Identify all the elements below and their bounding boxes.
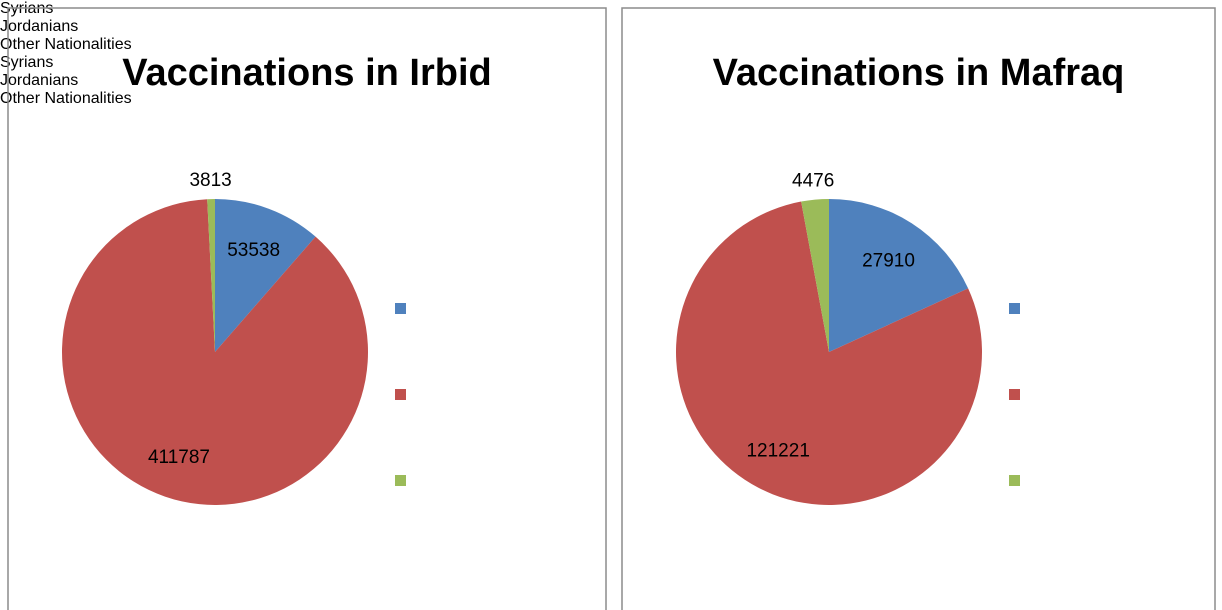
legend-swatch bbox=[1009, 475, 1020, 486]
pie-slice bbox=[207, 199, 215, 352]
legend-label: Jordanians bbox=[0, 18, 79, 35]
pie-slice bbox=[61, 199, 368, 505]
data-label: 4476 bbox=[792, 171, 834, 192]
legend-swatch bbox=[395, 303, 406, 314]
chart-border bbox=[7, 7, 607, 610]
legend-label: Other Nationalities bbox=[0, 90, 132, 107]
pie-slice bbox=[215, 199, 316, 352]
data-label: 27910 bbox=[862, 250, 915, 271]
pie-slice bbox=[676, 201, 982, 506]
data-label: 121221 bbox=[746, 441, 809, 462]
pie-slice bbox=[829, 199, 969, 352]
data-label: 3813 bbox=[189, 170, 231, 191]
chart-title: Vaccinations in Irbid bbox=[122, 52, 492, 94]
chart-border bbox=[621, 7, 1216, 610]
legend-label: Syrians bbox=[0, 54, 54, 71]
data-label: 53538 bbox=[227, 240, 280, 261]
chart-title: Vaccinations in Mafraq bbox=[713, 52, 1125, 94]
legend-swatch bbox=[1009, 303, 1020, 314]
legend-swatch bbox=[395, 389, 406, 400]
legend-label: Jordanians bbox=[0, 72, 79, 89]
legend-swatch bbox=[1009, 389, 1020, 400]
legend-swatch bbox=[395, 475, 406, 486]
data-label: 411787 bbox=[148, 447, 210, 468]
pie-slice bbox=[801, 199, 829, 352]
legend-label: Other Nationalities bbox=[0, 36, 132, 53]
